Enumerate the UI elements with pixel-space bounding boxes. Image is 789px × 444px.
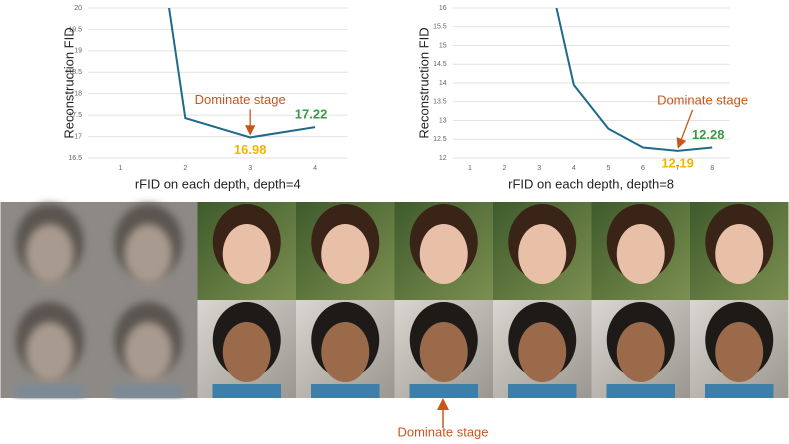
shirt — [606, 384, 675, 398]
y-tick-label: 13 — [439, 117, 447, 124]
y-tick-label: 15 — [439, 42, 447, 49]
photo — [0, 202, 99, 300]
x-tick-label: 2 — [183, 165, 187, 172]
photo — [690, 300, 789, 398]
y-tick-label: 19.5 — [68, 26, 82, 33]
annotation: Dominate stage — [195, 92, 286, 107]
x-tick-label: 6 — [641, 165, 645, 172]
y-tick-label: 16.5 — [68, 155, 82, 162]
x-tick-label: 8 — [710, 165, 714, 172]
y-axis-title: Reconstruction FID — [416, 27, 431, 138]
data-label: 16.98 — [234, 142, 267, 157]
shirt — [409, 384, 478, 398]
data-label: 12.19 — [661, 155, 694, 170]
face — [419, 224, 468, 284]
y-tick-label: 12 — [439, 155, 447, 162]
x-tick-label: 1 — [118, 165, 122, 172]
annotation-arrow — [676, 109, 694, 149]
photo — [690, 202, 789, 300]
photo — [493, 202, 592, 300]
face — [518, 322, 567, 382]
x-tick-label: 7 — [676, 165, 680, 172]
y-tick-label: 16 — [439, 5, 447, 12]
y-tick-label: 14.5 — [433, 61, 447, 68]
line — [168, 8, 316, 139]
face — [419, 322, 468, 382]
face — [25, 224, 74, 284]
face — [616, 322, 665, 382]
x-tick-label: 5 — [606, 165, 610, 172]
y-tick-label: 18.5 — [68, 69, 82, 76]
face — [715, 322, 764, 382]
image-grid — [0, 202, 789, 398]
y-tick-label: 20 — [74, 5, 82, 12]
shirt — [705, 384, 774, 398]
photo — [197, 300, 296, 398]
y-tick-label: 13.5 — [433, 99, 447, 106]
face — [124, 322, 173, 382]
data-label: 17.22 — [295, 107, 328, 122]
photo — [197, 202, 296, 300]
shirt — [508, 384, 577, 398]
annotation: Dominate stage — [657, 92, 748, 107]
x-tick-label: 4 — [572, 165, 576, 172]
face — [222, 224, 271, 284]
line — [555, 8, 713, 152]
x-tick-label: 1 — [468, 165, 472, 172]
face — [321, 224, 370, 284]
face — [321, 322, 370, 382]
photo — [591, 202, 690, 300]
face — [222, 322, 271, 382]
photo — [394, 202, 493, 300]
photo — [0, 300, 99, 398]
photo — [296, 202, 395, 300]
data-label: 12.28 — [692, 127, 725, 142]
shirt — [114, 384, 183, 398]
photo — [99, 202, 198, 300]
shirt — [212, 384, 281, 398]
photo — [394, 300, 493, 398]
shirt — [311, 384, 380, 398]
x-tick-label: 2 — [503, 165, 507, 172]
face — [124, 224, 173, 284]
x-tick-label: 4 — [313, 165, 317, 172]
x-axis-title: rFID on each depth, depth=8 — [508, 176, 674, 191]
x-axis-title: rFID on each depth, depth=4 — [135, 176, 301, 191]
y-tick-label: 17.5 — [68, 112, 82, 119]
face — [616, 224, 665, 284]
x-tick-label: 3 — [248, 165, 252, 172]
y-tick-label: 17 — [74, 133, 82, 140]
shirt — [15, 384, 84, 398]
face — [715, 224, 764, 284]
photo — [591, 300, 690, 398]
image-annotation: Dominate stage — [397, 424, 488, 439]
y-tick-label: 12.5 — [433, 136, 447, 143]
face — [518, 224, 567, 284]
y-axis-title: Reconstruction FID — [61, 27, 76, 138]
y-tick-label: 15.5 — [433, 24, 447, 31]
photo — [493, 300, 592, 398]
x-tick-label: 3 — [537, 165, 541, 172]
y-tick-label: 19 — [74, 48, 82, 55]
face — [25, 322, 74, 382]
photo — [99, 300, 198, 398]
photo — [296, 300, 395, 398]
y-tick-label: 14 — [439, 80, 447, 87]
y-tick-label: 18 — [74, 91, 82, 98]
